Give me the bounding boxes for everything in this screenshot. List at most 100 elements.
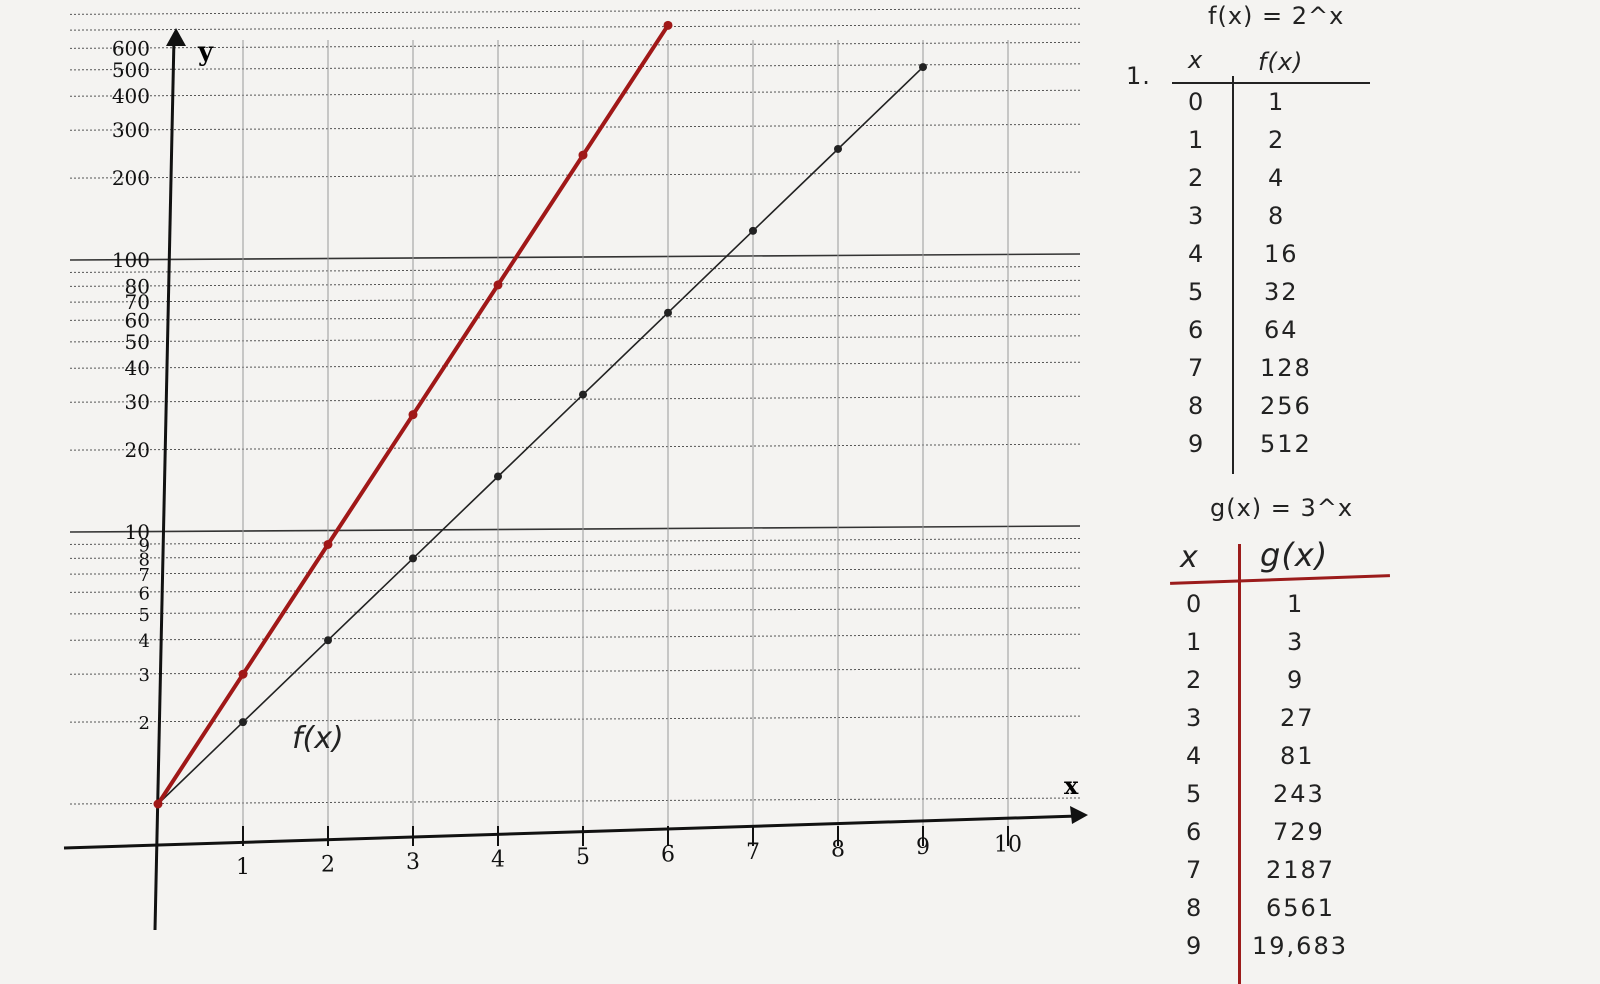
x-tick-label: 10	[994, 833, 1022, 858]
x-tick-label: 9	[916, 835, 930, 860]
x-tick-label: 2	[321, 853, 335, 878]
x-tick-label: 7	[746, 840, 760, 865]
x-tick-label: 4	[491, 848, 505, 873]
g-row-x: 8	[1186, 894, 1204, 922]
data-point-f	[664, 308, 672, 317]
g-row-gx: 27	[1280, 704, 1315, 732]
y-tick-label: 50	[125, 330, 150, 354]
y-tick-label: 300	[112, 118, 150, 142]
grid-line-h	[69, 41, 1081, 49]
y-tick-label: 7	[139, 565, 150, 586]
f-row-x: 8	[1188, 392, 1206, 420]
grid-line-h	[69, 633, 1081, 641]
data-point-g	[238, 669, 248, 679]
grid-line-h	[69, 715, 1081, 723]
f-table-header-rule	[1172, 82, 1370, 84]
f-row-fx: 2	[1268, 126, 1286, 154]
y-tick-label: 30	[125, 390, 150, 414]
grid-line-h	[69, 525, 1081, 533]
data-point-g	[408, 410, 418, 420]
x-ticks: 1 2 3 4 5 6 7 8 9 10	[236, 826, 1022, 880]
grid-line-h	[69, 585, 1081, 593]
grid-line-h	[69, 797, 1081, 805]
f-row-x: 7	[1188, 354, 1206, 382]
problem-number: 1.	[1126, 62, 1151, 90]
f-row-x: 9	[1188, 430, 1206, 458]
f-header-x: x	[1188, 46, 1204, 74]
grid-line-h	[69, 63, 1081, 71]
grid-line-h	[69, 395, 1081, 403]
y-tick-label: 70	[125, 290, 150, 314]
y-tick-label: 10	[125, 520, 150, 544]
grid-line-h	[69, 335, 1081, 343]
g-row-x: 2	[1186, 666, 1204, 694]
g-row-gx: 3	[1287, 628, 1305, 656]
f-row-x: 1	[1188, 126, 1206, 154]
g-row-gx: 729	[1273, 818, 1325, 846]
g-row-gx: 243	[1273, 780, 1325, 808]
chart-grid	[69, 7, 1081, 830]
grid-line-h	[69, 567, 1081, 575]
data-point-g	[153, 799, 163, 809]
grid-line-h	[69, 23, 1081, 31]
f-row-x: 4	[1188, 240, 1206, 268]
g-row-gx: 6561	[1266, 894, 1336, 922]
f-table-divider	[1232, 76, 1234, 474]
grid-line-h	[69, 123, 1081, 131]
chart-axes: x y	[63, 28, 1088, 931]
y-tick-label: 8	[139, 549, 150, 570]
g-row-gx: 9	[1287, 666, 1305, 694]
y-tick-label: 100	[112, 248, 150, 272]
data-point-f	[409, 554, 417, 563]
f-row-x: 2	[1188, 164, 1206, 192]
y-tick-label: 2	[139, 713, 150, 734]
g-table-header-rule	[1170, 574, 1390, 585]
f-row-fx: 256	[1260, 392, 1312, 420]
x-axis-label: x	[1064, 771, 1079, 800]
data-point-f	[239, 718, 247, 727]
g-row-x: 9	[1186, 932, 1204, 960]
g-row-x: 7	[1186, 856, 1204, 884]
y-tick-label: 500	[112, 58, 150, 82]
y-tick-label: 80	[125, 274, 150, 298]
y-tick-label: 6	[139, 583, 150, 604]
data-point-f	[919, 63, 927, 72]
g-row-gx: 19,683	[1252, 932, 1348, 960]
data-point-g	[663, 20, 673, 30]
x-tick-label: 5	[576, 845, 590, 870]
g-header-x: x	[1180, 540, 1199, 575]
f-row-fx: 1	[1268, 88, 1286, 116]
y-tick-label: 9	[139, 535, 150, 556]
y-tick-label: 200	[112, 166, 150, 190]
grid-line-h	[69, 295, 1081, 303]
data-point-f	[749, 226, 757, 235]
f-table-title: f(x) = 2^x	[1208, 2, 1345, 30]
y-tick-label: 40	[125, 356, 150, 380]
f-row-x: 0	[1188, 88, 1206, 116]
g-row-gx: 2187	[1266, 856, 1336, 884]
g-row-gx: 1	[1287, 590, 1305, 618]
f-row-fx: 8	[1268, 202, 1286, 230]
f-row-x: 3	[1188, 202, 1206, 230]
data-point-f	[834, 144, 842, 153]
data-point-f	[494, 472, 502, 481]
data-point-g	[323, 539, 333, 549]
f-row-fx: 32	[1264, 278, 1299, 306]
f-row-fx: 128	[1260, 354, 1312, 382]
chart-series	[153, 20, 927, 809]
data-point-g	[578, 150, 588, 160]
y-tick-label: 600	[112, 36, 150, 60]
annotation-fx: f(x)	[292, 721, 344, 756]
g-row-x: 5	[1186, 780, 1204, 808]
grid-line-h	[69, 279, 1081, 287]
grid-line-h	[69, 253, 1081, 261]
grid-line-h	[69, 313, 1081, 321]
f-header-fx: f(x)	[1258, 48, 1304, 76]
y-tick-label: 20	[125, 438, 150, 462]
grid-line-h	[69, 361, 1081, 369]
f-row-fx: 64	[1264, 316, 1299, 344]
f-row-fx: 4	[1268, 164, 1286, 192]
g-row-x: 0	[1186, 590, 1204, 618]
grid-line-h	[69, 443, 1081, 451]
